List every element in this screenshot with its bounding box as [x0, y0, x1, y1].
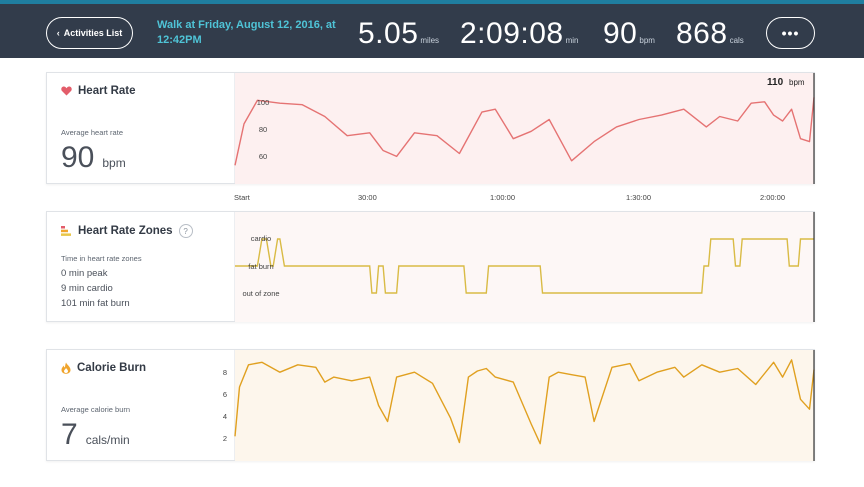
heart-icon: [61, 86, 72, 96]
stat-duration-value: 2:09:08: [460, 17, 564, 50]
chevron-left-icon: ‹: [56, 28, 60, 38]
zone-peak-minutes: 0 min peak: [61, 268, 108, 279]
x-tick-60: 1:00:00: [490, 193, 516, 202]
stat-duration-unit: min: [565, 36, 579, 45]
avg-heart-rate-label: Average heart rate: [61, 128, 123, 137]
x-tick-120: 2:00:00: [760, 193, 786, 202]
stat-heart-rate-value: 90: [603, 17, 638, 50]
stat-distance: 5.05 miles: [358, 17, 439, 51]
zones-plot-bg: [235, 212, 814, 322]
zones-chart: cardio fat burn out of zone: [234, 212, 815, 322]
zones-title: Heart Rate Zones: [78, 225, 173, 237]
cal-y-tick: 4: [223, 412, 227, 421]
cal-y-tick: 2: [223, 434, 227, 443]
zones-heading: Heart Rate Zones ?: [61, 224, 193, 238]
stat-duration: 2:09:08 min: [460, 17, 578, 51]
top-bar: ‹ Activities List Walk at Friday, August…: [0, 0, 864, 58]
flame-icon: [61, 362, 71, 374]
hr-peak-unit: bpm: [789, 78, 805, 87]
hr-peak-value: 110: [767, 77, 784, 88]
avg-calorie-unit: cals/min: [85, 433, 130, 447]
calorie-area: [235, 359, 814, 461]
avg-heart-rate-unit: bpm: [102, 156, 126, 170]
zone-y-label: fat burn: [248, 262, 273, 271]
stat-calories-unit: cals: [729, 36, 744, 45]
stat-calories: 868 cals: [676, 17, 744, 51]
activity-title: Walk at Friday, August 12, 2016, at 12:4…: [157, 19, 336, 46]
heart-rate-card: Heart Rate Average heart rate 90 bpm 100…: [46, 72, 815, 184]
more-options-button[interactable]: •••: [766, 17, 815, 49]
help-icon[interactable]: ?: [178, 224, 193, 238]
zones-bars-icon: [61, 226, 71, 236]
heart-rate-chart: 100 80 60 110 bpm: [234, 73, 815, 184]
avg-calorie-label: Average calorie burn: [61, 405, 131, 414]
calorie-summary: Calorie Burn Average calorie burn 7 cals…: [47, 350, 235, 460]
calorie-chart: 8 6 4 2: [223, 350, 815, 461]
avg-heart-rate-value: 90: [61, 141, 95, 174]
stat-heart-rate: 90 bpm: [603, 17, 655, 51]
calorie-line: [234, 359, 815, 445]
stat-distance-value: 5.05: [358, 17, 419, 50]
hr-y-tick: 100: [257, 98, 270, 107]
hr-y-tick: 60: [259, 152, 267, 161]
stat-heart-rate-unit: bpm: [639, 36, 655, 45]
x-tick-start: Start: [234, 193, 250, 202]
back-to-activities-button[interactable]: ‹ Activities List: [46, 17, 133, 49]
calorie-title: Calorie Burn: [77, 362, 147, 374]
calorie-burn-card: Calorie Burn Average calorie burn 7 cals…: [46, 349, 815, 461]
back-button-label: Activities List: [63, 28, 123, 38]
zones-summary: Heart Rate Zones ? Time in heart rate zo…: [47, 212, 235, 321]
x-tick-90: 1:30:00: [626, 193, 652, 202]
x-tick-30: 30:00: [358, 193, 377, 202]
heart-rate-zones-card: Heart Rate Zones ? Time in heart rate zo…: [46, 211, 815, 322]
cal-y-tick: 6: [223, 390, 227, 399]
avg-calorie: 7 cals/min: [61, 418, 130, 452]
zone-y-label: cardio: [251, 234, 271, 243]
stat-distance-unit: miles: [420, 36, 440, 45]
heart-rate-summary: Heart Rate Average heart rate 90 bpm: [47, 73, 235, 183]
zone-y-label: out of zone: [242, 289, 279, 298]
cal-y-tick: 8: [223, 368, 227, 377]
calorie-heading: Calorie Burn: [61, 362, 146, 374]
heart-rate-heading: Heart Rate: [61, 85, 136, 97]
avg-calorie-value: 7: [61, 418, 78, 451]
zones-time-label: Time in heart rate zones: [61, 254, 142, 263]
hr-y-tick: 80: [259, 125, 267, 134]
stat-calories-value: 868: [676, 17, 728, 50]
zone-cardio-minutes: 9 min cardio: [61, 283, 113, 294]
heart-rate-title: Heart Rate: [78, 85, 136, 97]
avg-heart-rate: 90 bpm: [61, 141, 126, 175]
zone-fatburn-minutes: 101 min fat burn: [61, 298, 130, 309]
heart-rate-area: [235, 97, 814, 184]
